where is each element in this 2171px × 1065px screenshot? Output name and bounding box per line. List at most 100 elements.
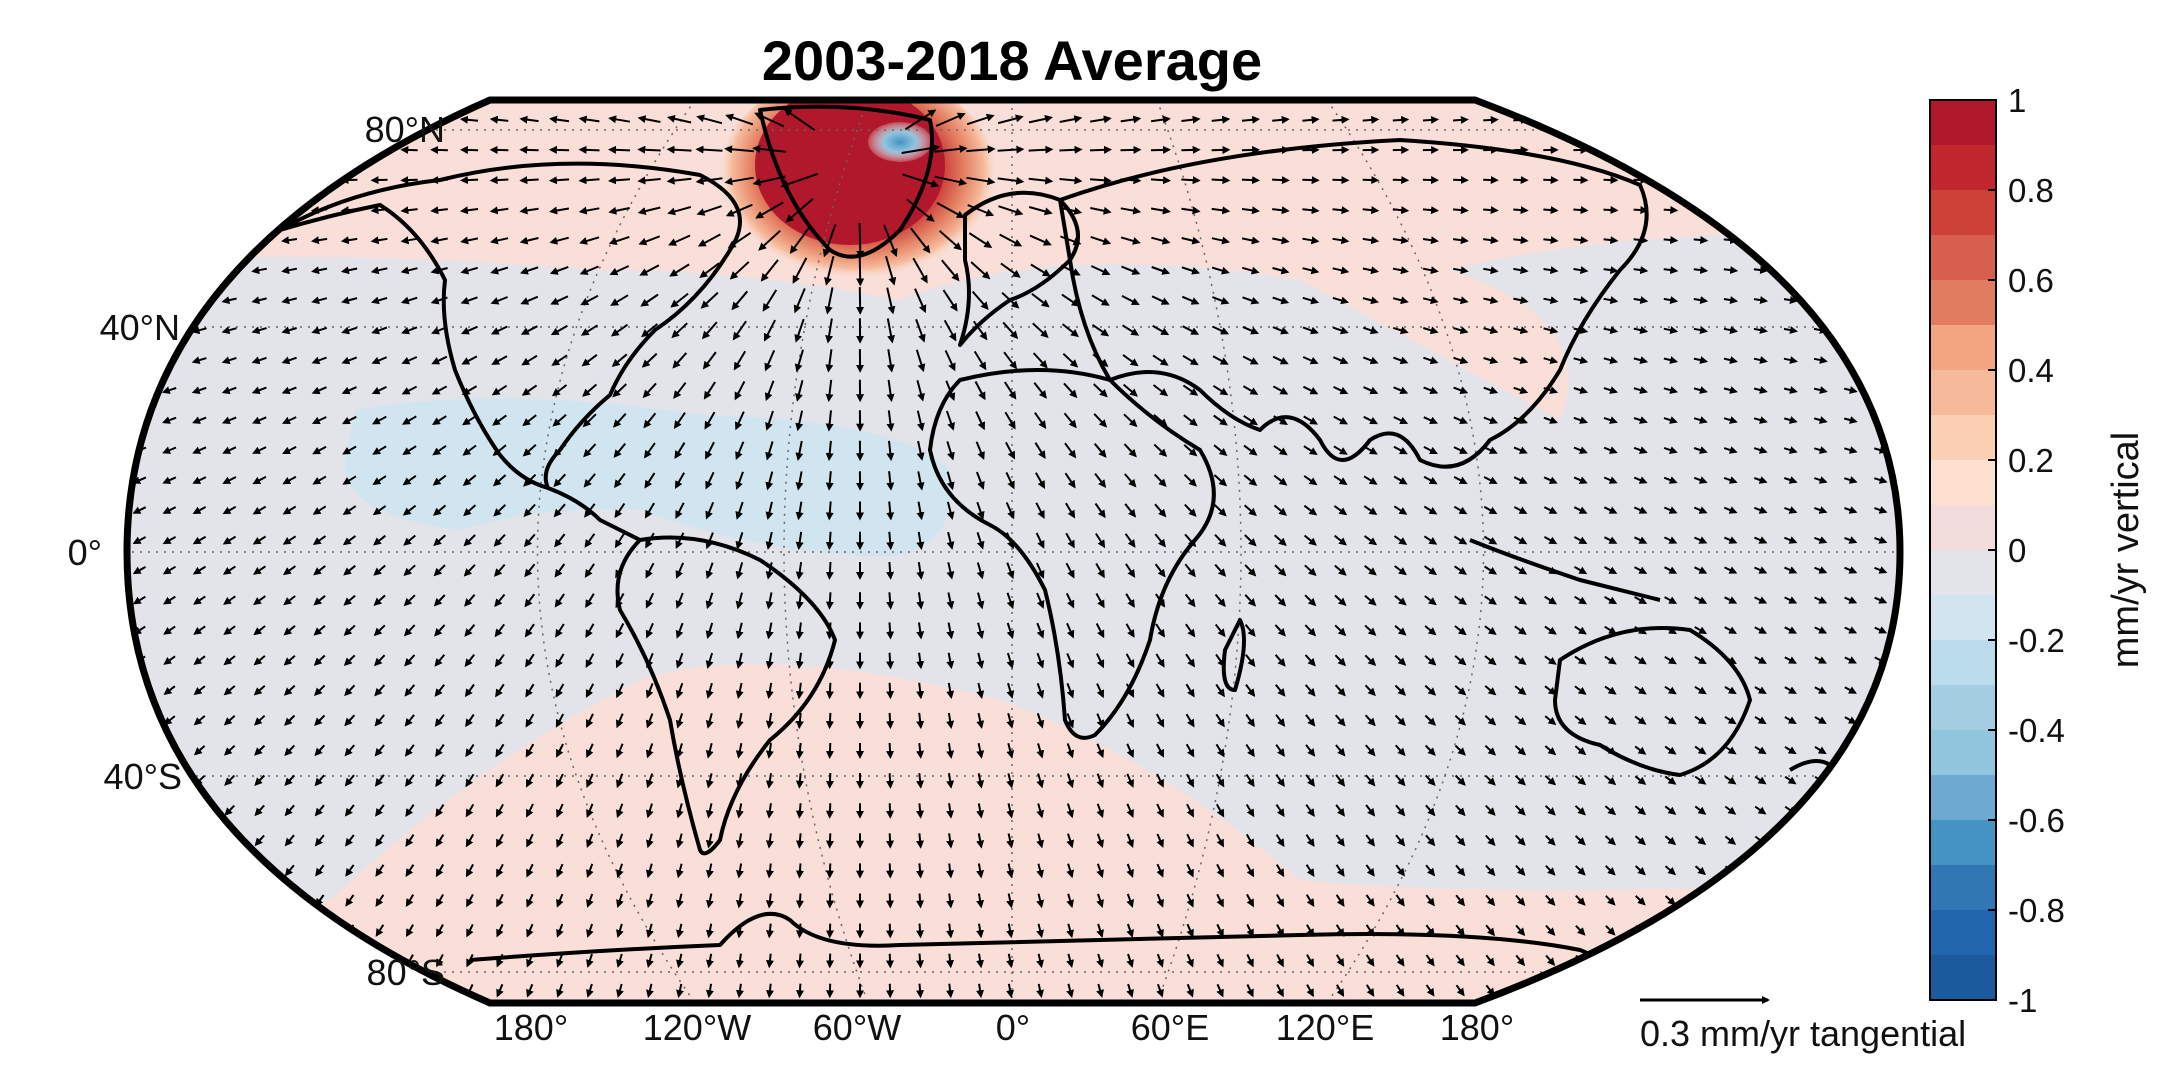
tangential-arrow — [285, 954, 295, 967]
tangential-arrow — [666, 176, 692, 185]
tangential-arrow — [724, 176, 754, 186]
tangential-arrow — [1874, 716, 1887, 724]
tangential-arrow — [975, 471, 985, 490]
tangential-arrow — [1304, 564, 1317, 577]
tangential-arrow — [945, 380, 956, 402]
tangential-arrow — [1242, 325, 1260, 335]
tangential-arrow — [1844, 865, 1857, 875]
tangential-arrow — [1005, 502, 1015, 520]
tangential-arrow — [520, 295, 539, 305]
tangential-arrow — [191, 356, 207, 365]
tangential-arrow — [1273, 444, 1288, 456]
tangential-arrow — [943, 319, 957, 342]
tangential-arrow — [795, 983, 804, 999]
tangential-arrow — [161, 296, 177, 305]
tangential-arrow — [999, 233, 1023, 247]
tangential-arrow — [824, 255, 835, 286]
tangential-arrow — [1573, 536, 1588, 544]
tangential-arrow — [1422, 206, 1439, 215]
tangential-arrow — [1333, 385, 1349, 395]
tangential-arrow — [1065, 562, 1075, 579]
tangential-arrow — [491, 384, 508, 396]
tangential-arrow — [792, 257, 808, 284]
tangential-arrow — [552, 443, 567, 457]
tangential-arrow — [1332, 296, 1350, 305]
tangential-arrow — [1783, 326, 1798, 334]
tangential-arrow — [1453, 326, 1469, 335]
tangential-arrow — [916, 953, 925, 969]
tangential-arrow — [430, 266, 448, 275]
tangential-arrow — [795, 379, 804, 402]
tangential-arrow — [795, 501, 804, 521]
tangential-arrow — [252, 535, 267, 545]
tangential-arrow — [725, 113, 754, 126]
tangential-arrow — [1241, 236, 1260, 245]
tangential-arrow — [825, 471, 834, 491]
tangential-arrow — [1844, 506, 1858, 514]
colorbar-segment — [1930, 370, 1996, 416]
tangential-arrow — [133, 685, 146, 695]
tangential-arrow — [645, 532, 655, 549]
tangential-arrow — [1753, 476, 1768, 484]
tangential-arrow — [608, 176, 631, 185]
tangential-arrow — [1694, 895, 1706, 906]
tangential-arrow — [164, 924, 175, 936]
map-title: 2003-2018 Average — [762, 29, 1262, 92]
tangential-arrow — [162, 565, 177, 575]
tangential-arrow — [163, 595, 176, 605]
tangential-arrow — [886, 863, 895, 879]
tangential-arrow — [1695, 955, 1706, 966]
tangential-arrow — [520, 266, 539, 275]
tangential-arrow — [161, 386, 177, 394]
tangential-arrow — [1755, 985, 1766, 996]
tangential-arrow — [725, 203, 753, 217]
tangential-arrow — [970, 261, 991, 280]
tangential-arrow — [1031, 293, 1050, 308]
tangential-arrow — [1693, 476, 1708, 484]
tangential-arrow — [765, 471, 774, 491]
tangential-arrow — [254, 894, 265, 907]
tangential-arrow — [134, 895, 145, 906]
tangential-arrow — [1392, 236, 1410, 245]
tangential-arrow — [795, 863, 804, 879]
tangential-arrow — [795, 742, 804, 759]
tangential-arrow — [1211, 176, 1231, 185]
tangential-arrow — [550, 295, 569, 305]
tangential-arrow — [1124, 503, 1137, 518]
tangential-arrow — [793, 288, 806, 314]
tangential-arrow — [1363, 386, 1379, 395]
tangential-arrow — [735, 471, 744, 490]
tangential-arrow — [1422, 115, 1439, 124]
tangential-arrow — [752, 144, 787, 153]
tangential-arrow — [1753, 326, 1768, 334]
tangential-arrow — [1813, 386, 1828, 394]
tangential-arrow — [1873, 236, 1888, 244]
tangential-arrow — [734, 380, 746, 401]
tangential-arrow — [1633, 356, 1649, 364]
tangential-arrow — [825, 561, 834, 580]
tangential-arrow — [1753, 296, 1769, 304]
tangential-arrow — [251, 206, 267, 215]
tangential-arrow — [1573, 356, 1589, 364]
tangential-arrow — [1093, 413, 1108, 428]
tangential-arrow — [1362, 115, 1380, 124]
tangential-arrow — [1513, 296, 1529, 305]
lat-label-0: 0° — [68, 532, 102, 573]
tangential-arrow — [519, 176, 539, 185]
tangential-arrow — [1573, 115, 1589, 124]
tangential-arrow — [1120, 206, 1142, 215]
tangential-arrow — [637, 176, 661, 185]
tangential-arrow — [224, 864, 235, 877]
tangential-arrow — [251, 356, 267, 365]
tangential-arrow — [1062, 352, 1079, 368]
tangential-arrow — [1573, 446, 1588, 454]
tangential-arrow — [462, 444, 477, 456]
tangential-arrow — [1363, 445, 1378, 455]
tangential-arrow — [1095, 532, 1106, 549]
tangential-arrow — [1633, 416, 1648, 424]
tangential-arrow — [1059, 145, 1083, 154]
tangential-arrow — [825, 773, 834, 789]
tangential-arrow — [1844, 536, 1858, 544]
tangential-arrow — [1665, 955, 1676, 966]
tangential-arrow — [161, 266, 177, 275]
